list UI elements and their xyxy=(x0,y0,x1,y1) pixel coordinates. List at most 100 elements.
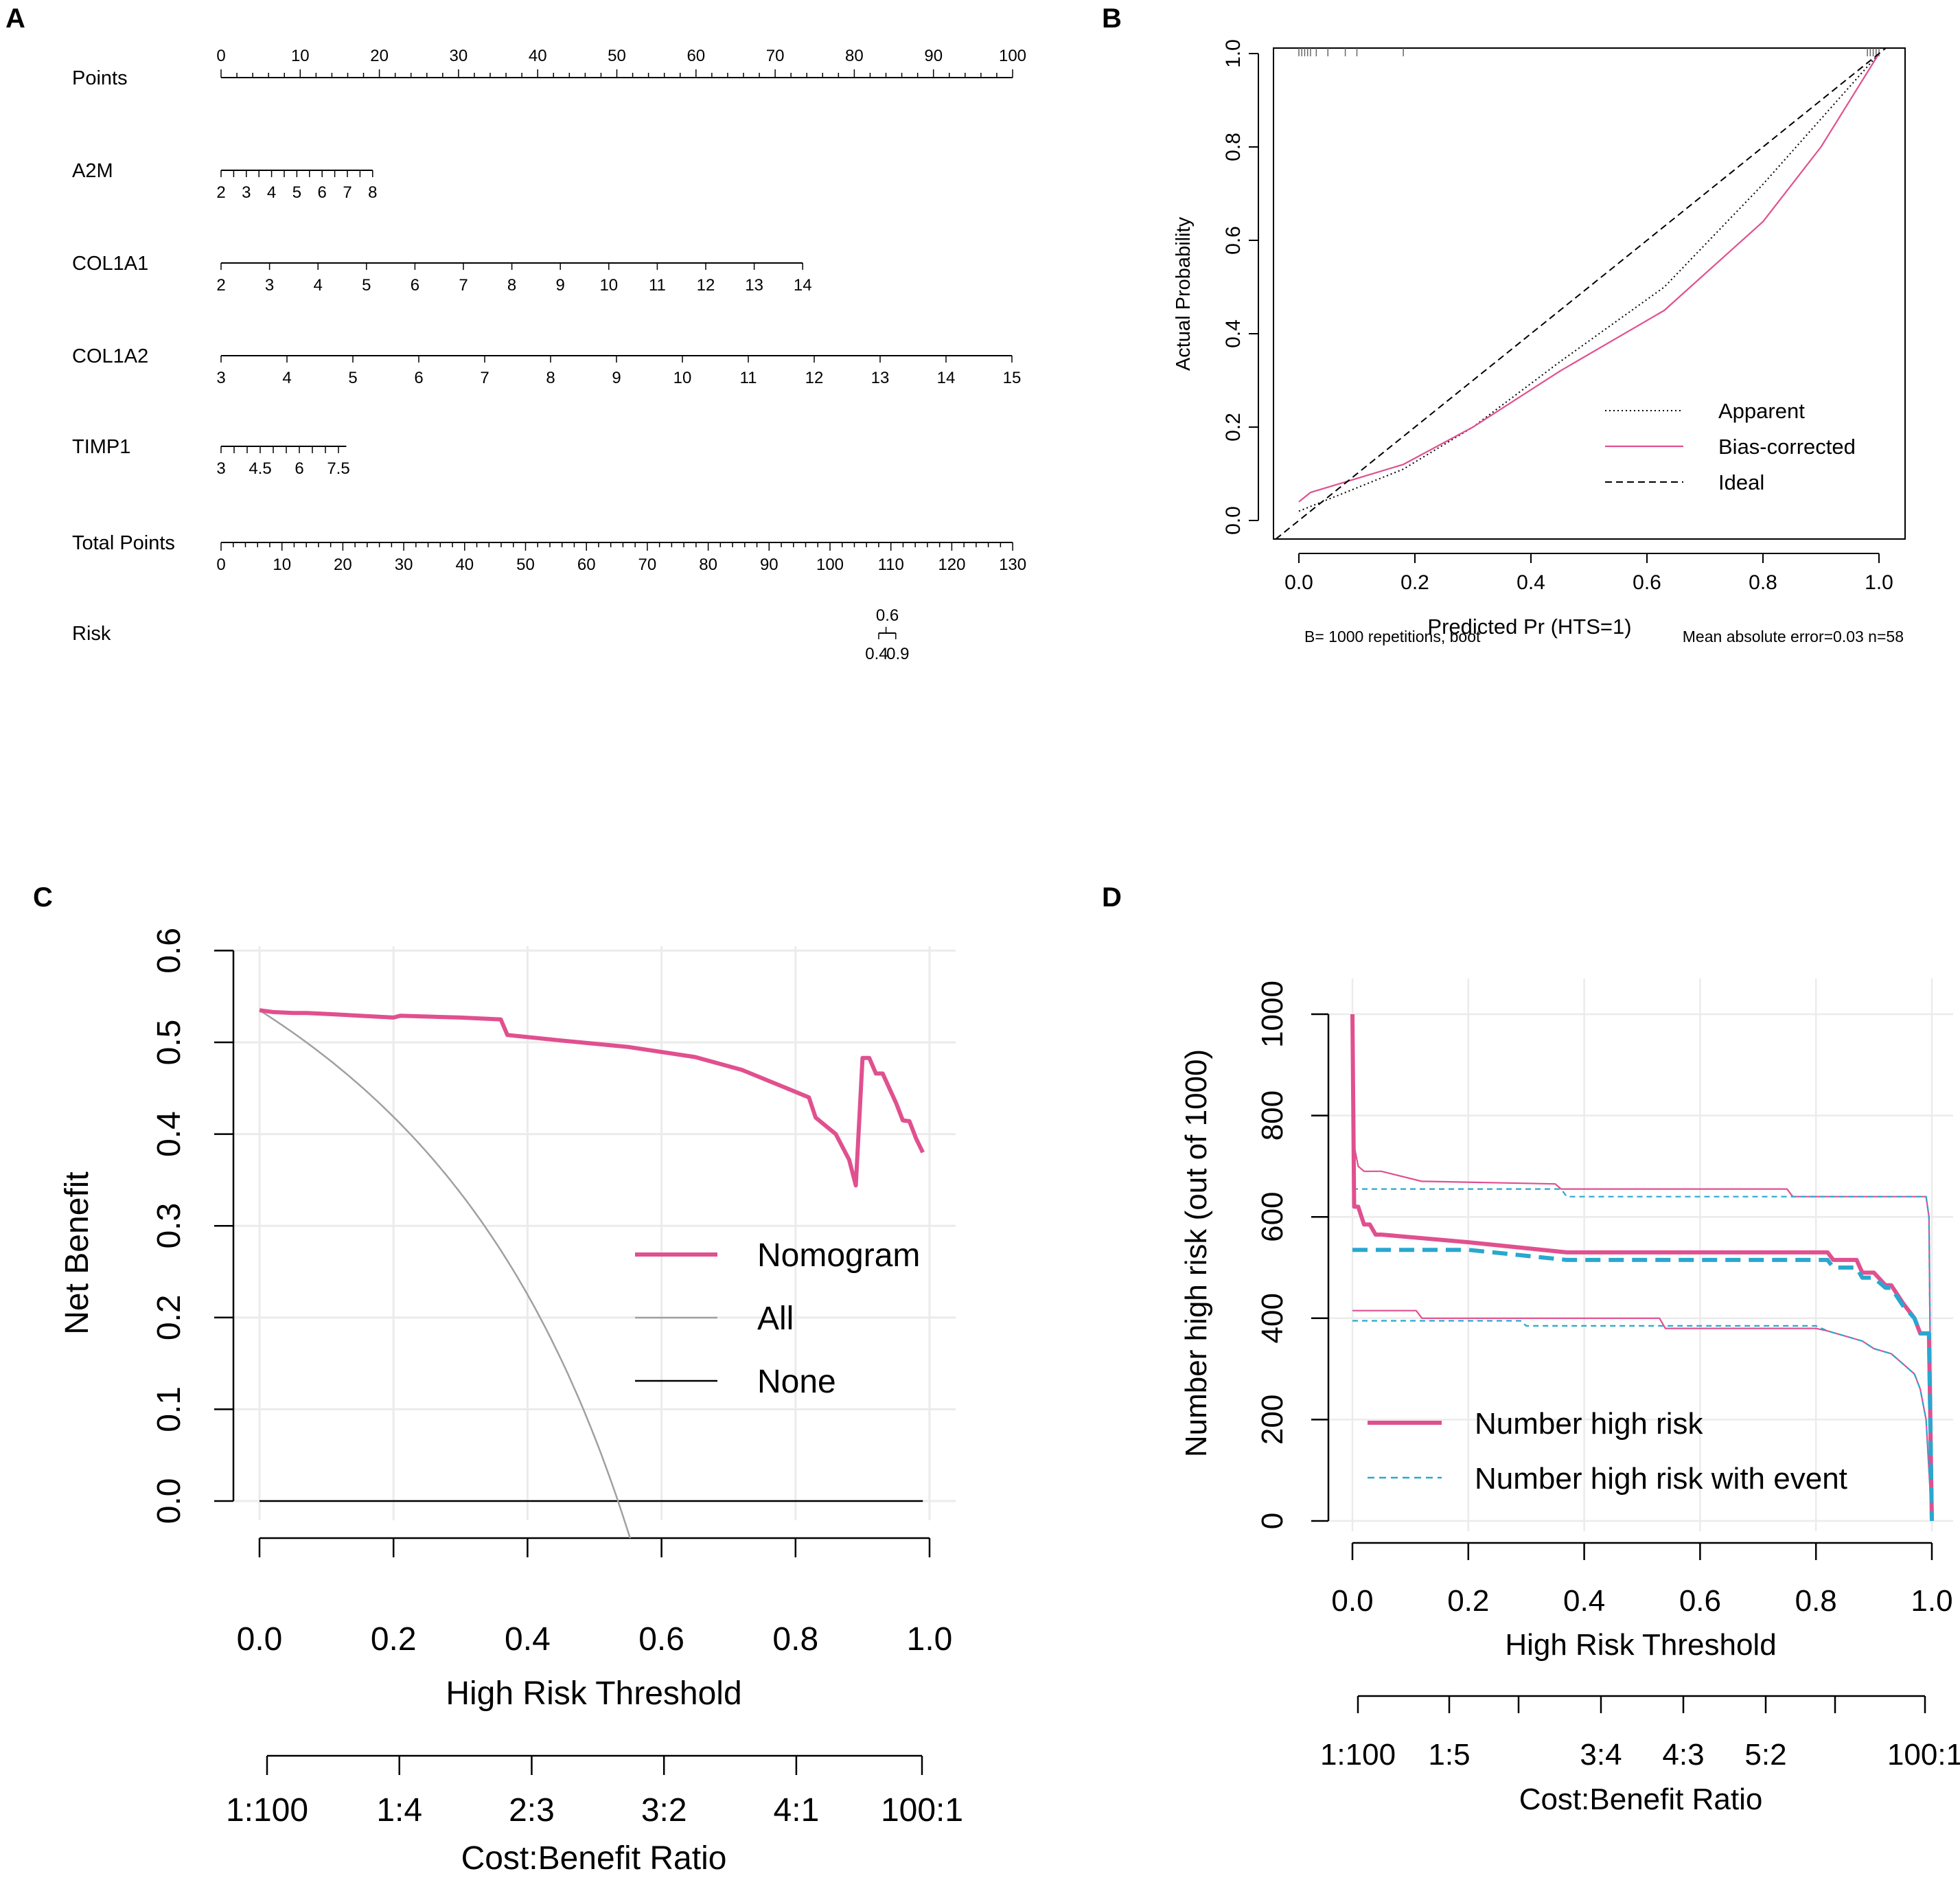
nomogram-row-label: TIMP1 xyxy=(72,436,130,458)
total-points-tick-label: 40 xyxy=(455,556,474,574)
decision-y-tick-label: 0.0 xyxy=(151,1478,187,1524)
calibration-y-axis-label: Actual Probability xyxy=(1173,216,1195,371)
variable-tick-label: 4 xyxy=(282,369,291,387)
impact-high-risk-lower-ci xyxy=(1352,1309,1933,1522)
variable-tick-label: 9 xyxy=(556,276,565,295)
decision-y-tick-label: 0.5 xyxy=(151,1020,187,1066)
variable-tick-label: 12 xyxy=(805,369,824,387)
calibration-x-tick-label: 0.4 xyxy=(1517,571,1545,594)
nomogram-row-label: COL1A1 xyxy=(72,253,148,275)
impact-cb-tick-label: 4:3 xyxy=(1662,1738,1704,1772)
calibration-x-axis-label: Predicted Pr (HTS=1) xyxy=(1427,615,1631,639)
variable-tick-label: 3 xyxy=(242,183,251,202)
total-points-tick-label: 20 xyxy=(334,556,352,574)
decision-x-tick-label: 0.6 xyxy=(638,1621,684,1658)
decision-cb-tick-label: 4:1 xyxy=(774,1792,820,1829)
calibration-legend-label: Apparent xyxy=(1718,399,1805,423)
calibration-panel: B= 1000 repetitions, boot Mean absolute … xyxy=(1173,39,1906,645)
variable-tick-label: 13 xyxy=(871,369,890,387)
impact-cb-tick-label: 100:1 xyxy=(1887,1738,1960,1772)
decision-x-tick-label: 1.0 xyxy=(907,1621,953,1658)
total-points-tick-label: 110 xyxy=(878,556,904,574)
nomogram-panel: Points A2M COL1A1 COL1A2 TIMP1 Total Points Ri… xyxy=(72,47,1026,663)
calibration-line-solid xyxy=(1298,53,1880,503)
calibration-x-tick-label: 1.0 xyxy=(1865,571,1893,594)
points-tick-label: 70 xyxy=(766,47,785,65)
variable-tick-label: 4 xyxy=(267,183,276,202)
points-tick-label: 60 xyxy=(687,47,705,65)
impact-cb-tick-label: 5:2 xyxy=(1744,1738,1786,1772)
decision-y-tick-label: 0.1 xyxy=(151,1386,187,1432)
calibration-y-tick-label: 0.8 xyxy=(1222,133,1245,161)
variable-tick-label: 6 xyxy=(414,369,423,387)
total-points-tick-label: 80 xyxy=(699,556,717,574)
points-tick-label: 10 xyxy=(291,47,310,65)
impact-high-risk-event-line xyxy=(1352,1248,1934,1522)
decision-x-axis-label: High Risk Threshold xyxy=(446,1675,741,1712)
nomogram-row-label: Risk xyxy=(72,623,111,645)
variable-tick-label: 15 xyxy=(1003,369,1022,387)
total-points-tick-label: 90 xyxy=(760,556,779,574)
calibration-line-dashed xyxy=(1275,48,1887,539)
impact-legend-label: Number high risk xyxy=(1475,1407,1704,1441)
decision-legend-label: None xyxy=(757,1364,836,1400)
variable-tick-label: 5 xyxy=(362,276,371,295)
variable-tick-label: 11 xyxy=(740,369,757,387)
variable-tick-label: 4 xyxy=(314,276,323,295)
variable-tick-label: 5 xyxy=(292,183,301,202)
points-tick-label: 0 xyxy=(216,47,225,65)
calibration-y-tick-label: 0.2 xyxy=(1222,413,1245,442)
decision-y-tick-label: 0.6 xyxy=(151,928,187,974)
impact-y-tick-label: 1000 xyxy=(1256,981,1289,1048)
variable-tick-label: 12 xyxy=(697,276,715,295)
decision-series-group xyxy=(259,1008,925,1538)
total-points-tick-label: 0 xyxy=(216,556,225,574)
decision-y-tick-label: 0.2 xyxy=(151,1294,187,1340)
variable-tick-label: 7.5 xyxy=(327,459,349,478)
nomogram-row-label: A2M xyxy=(72,160,113,182)
total-points-tick-label: 130 xyxy=(999,556,1026,574)
panel-label-a: A xyxy=(5,3,25,34)
variable-tick-label: 11 xyxy=(649,276,666,295)
panel-label-c: C xyxy=(33,882,53,913)
points-tick-label: 20 xyxy=(370,47,389,65)
calibration-y-tick-label: 1.0 xyxy=(1222,39,1245,68)
variable-tick-label: 6 xyxy=(318,183,327,202)
total-points-tick-label: 30 xyxy=(395,556,413,574)
decision-cost-benefit-label: Cost:Benefit Ratio xyxy=(461,1840,727,1877)
impact-event-lower-ci xyxy=(1352,1320,1933,1522)
impact-y-tick-label: 400 xyxy=(1256,1293,1289,1343)
variable-tick-label: 8 xyxy=(546,369,555,387)
total-points-tick-label: 120 xyxy=(938,556,965,574)
points-tick-label: 100 xyxy=(999,47,1026,65)
impact-y-axis-label: Number high risk (out of 1000) xyxy=(1179,1049,1213,1457)
variable-tick-label: 2 xyxy=(216,183,225,202)
total-points-tick-label: 70 xyxy=(638,556,657,574)
variable-tick-label: 10 xyxy=(673,369,692,387)
risk-tick-label: 0.6 xyxy=(876,606,899,625)
total-points-tick-label: 50 xyxy=(516,556,535,574)
impact-y-tick-label: 200 xyxy=(1256,1395,1289,1445)
risk-tick-label: 0.4 xyxy=(865,645,888,663)
points-tick-label: 30 xyxy=(450,47,468,65)
decision-all-line xyxy=(259,1009,632,1538)
calibration-x-tick-label: 0.0 xyxy=(1284,571,1313,594)
variable-tick-label: 5 xyxy=(348,369,357,387)
variable-tick-label: 8 xyxy=(507,276,516,295)
panel-label-d: D xyxy=(1102,882,1122,913)
variable-tick-label: 7 xyxy=(459,276,468,295)
variable-tick-label: 4.5 xyxy=(249,459,271,478)
points-tick-label: 90 xyxy=(924,47,943,65)
impact-series-group xyxy=(1350,1014,1934,1522)
clinical-impact-panel: High Risk Threshold Cost:Benefit Ratio N… xyxy=(1179,978,1960,1816)
points-tick-label: 40 xyxy=(529,47,547,65)
variable-tick-label: 3 xyxy=(216,459,225,478)
calibration-footnote-left: B= 1000 repetitions, boot xyxy=(1304,628,1481,645)
impact-x-tick-label: 0.6 xyxy=(1679,1584,1721,1618)
risk-tick-label: 0.9 xyxy=(886,645,909,663)
decision-legend-label: Nomogram xyxy=(757,1237,920,1274)
calibration-x-tick-label: 0.2 xyxy=(1400,571,1429,594)
total-points-tick-label: 100 xyxy=(816,556,844,574)
decision-cb-tick-label: 2:3 xyxy=(509,1792,555,1829)
